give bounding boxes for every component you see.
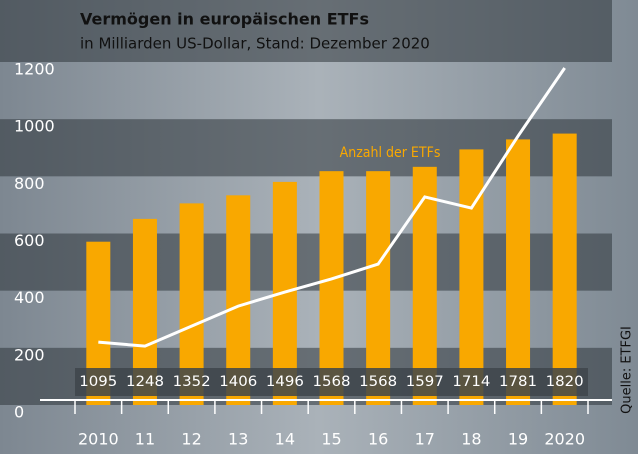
bar xyxy=(366,171,391,405)
y-tick-label: 800 xyxy=(14,174,45,193)
x-tick-label: 2010 xyxy=(78,430,119,449)
bar-value-label: 1496 xyxy=(266,374,304,390)
line xyxy=(98,67,566,348)
bar-value-label: 1095 xyxy=(79,374,117,390)
x-tick-label: 15 xyxy=(321,430,341,449)
legend-label: Anzahl der ETFs xyxy=(340,145,441,161)
y-tick-label: 1200 xyxy=(14,60,55,79)
bar-value-label: 1820 xyxy=(546,374,584,390)
bar xyxy=(552,133,577,405)
label-strip xyxy=(75,368,588,396)
y-tick-label: 600 xyxy=(14,231,45,250)
bar xyxy=(459,149,484,405)
chart-title: Vermögen in europäischen ETFs xyxy=(80,10,369,29)
source: Quelle: ETFGI xyxy=(620,326,635,414)
bar-value-label: 1597 xyxy=(406,374,444,390)
x-tick-label: 11 xyxy=(135,430,155,449)
x-tick-label: 14 xyxy=(275,430,295,449)
bar-value-label: 1406 xyxy=(219,374,257,390)
x-tick-label: 17 xyxy=(415,430,435,449)
y-tick-label: 200 xyxy=(14,345,45,364)
x-tick-label: 18 xyxy=(461,430,481,449)
x-tick-label: 13 xyxy=(228,430,248,449)
bar-value-label: 1568 xyxy=(359,374,397,390)
bar-value-label: 1714 xyxy=(452,374,490,390)
x-tick-label: 12 xyxy=(181,430,201,449)
grid-band xyxy=(0,0,612,62)
x-tick-label: 16 xyxy=(368,430,388,449)
chart-subtitle: in Milliarden US-Dollar, Stand: Dezember… xyxy=(80,35,430,53)
x-tick-label: 2020 xyxy=(544,430,585,449)
y-tick-label: 0 xyxy=(14,403,24,422)
y-tick-label: 1000 xyxy=(14,117,55,136)
x-tick-label: 19 xyxy=(508,430,528,449)
bar-value-label: 1352 xyxy=(173,374,211,390)
bar xyxy=(319,171,344,405)
bar-value-label: 1568 xyxy=(313,374,351,390)
bar xyxy=(506,139,531,406)
bar-value-label: 1781 xyxy=(499,374,537,390)
bar-value-label: 1248 xyxy=(126,374,164,390)
y-tick-label: 400 xyxy=(14,288,45,307)
